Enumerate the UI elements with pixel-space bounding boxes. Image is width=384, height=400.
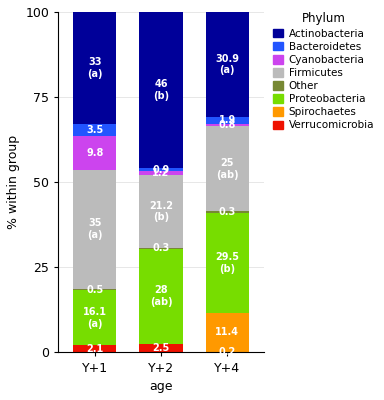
Bar [139, 171, 182, 175]
Bar [73, 124, 116, 136]
Bar [206, 124, 249, 126]
Text: 11.4: 11.4 [215, 327, 239, 337]
Bar [73, 290, 116, 345]
Text: 3.5: 3.5 [86, 125, 103, 135]
Bar [73, 12, 116, 124]
Text: 35
(a): 35 (a) [87, 218, 103, 240]
Text: 0.3: 0.3 [218, 207, 236, 217]
Bar [139, 249, 182, 344]
Text: 9.8: 9.8 [86, 148, 104, 158]
Text: 29.5
(b): 29.5 (b) [215, 252, 239, 274]
Bar [73, 136, 116, 170]
Bar [139, 248, 182, 249]
Text: 2.5: 2.5 [152, 343, 170, 353]
Bar [73, 170, 116, 289]
X-axis label: age: age [149, 380, 173, 393]
Y-axis label: % within group: % within group [7, 135, 20, 229]
Text: 21.2
(b): 21.2 (b) [149, 201, 173, 222]
Text: 0.3: 0.3 [152, 243, 170, 253]
Text: 0.9: 0.9 [152, 165, 170, 175]
Legend: Actinobacteria, Bacteroidetes, Cyanobacteria, Firmicutes, Other, Proteobacteria,: Actinobacteria, Bacteroidetes, Cyanobact… [271, 10, 376, 132]
Text: 1.2: 1.2 [152, 168, 170, 178]
Bar [206, 313, 249, 352]
Bar [139, 175, 182, 248]
Text: 46
(b): 46 (b) [153, 79, 169, 101]
Text: 0.2: 0.2 [218, 347, 236, 357]
Text: 25
(ab): 25 (ab) [216, 158, 238, 180]
Bar [139, 12, 182, 168]
Bar [206, 126, 249, 212]
Bar [139, 344, 182, 352]
Text: 0.5: 0.5 [86, 285, 103, 295]
Text: 33
(a): 33 (a) [87, 57, 103, 79]
Text: 28
(ab): 28 (ab) [150, 286, 172, 307]
Bar [139, 168, 182, 171]
Bar [206, 12, 249, 117]
Text: 0.8: 0.8 [218, 120, 236, 130]
Text: 1.9: 1.9 [218, 116, 236, 126]
Text: 16.1
(a): 16.1 (a) [83, 307, 107, 329]
Text: 2.1: 2.1 [86, 344, 103, 354]
Bar [206, 117, 249, 124]
Bar [73, 289, 116, 290]
Text: 30.9
(a): 30.9 (a) [215, 54, 239, 75]
Bar [73, 345, 116, 352]
Bar [206, 212, 249, 313]
